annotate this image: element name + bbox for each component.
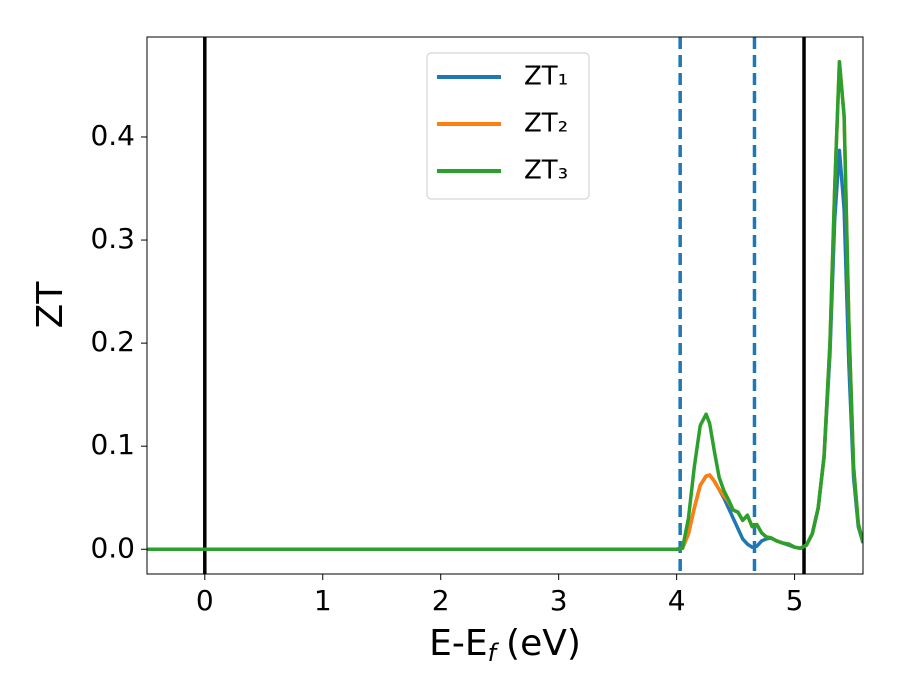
legend-label: ZT₂ — [524, 109, 568, 139]
plot-frame — [146, 36, 864, 575]
y-tick-label: 0.0 — [90, 531, 135, 564]
legend: ZT₁ ZT₂ ZT₃ — [426, 52, 590, 200]
legend-label: ZT₃ — [524, 156, 568, 186]
y-tick-label: 0.2 — [90, 325, 135, 358]
x-label-subscript: f — [488, 639, 500, 667]
y-tick-label: 0.4 — [90, 119, 135, 152]
plot-area — [147, 37, 863, 574]
x-tick-label: 3 — [550, 584, 568, 617]
y-axis-label: ZT — [30, 281, 71, 329]
series-line — [147, 59, 863, 552]
x-tick-label: 4 — [668, 584, 686, 617]
x-tick-label: 2 — [432, 584, 450, 617]
x-label-main: E-E — [429, 623, 487, 664]
y-tick-label: 0.3 — [90, 222, 135, 255]
x-tick-label: 0 — [196, 584, 214, 617]
x-tick-label: 1 — [314, 584, 332, 617]
legend-label: ZT₁ — [524, 62, 568, 92]
legend-box — [426, 52, 590, 200]
x-axis-label: E-Ef (eV) — [429, 623, 581, 667]
y-tick-label: 0.1 — [90, 428, 135, 461]
x-tick-label: 5 — [786, 584, 804, 617]
x-label-suffix: (eV) — [506, 623, 581, 664]
